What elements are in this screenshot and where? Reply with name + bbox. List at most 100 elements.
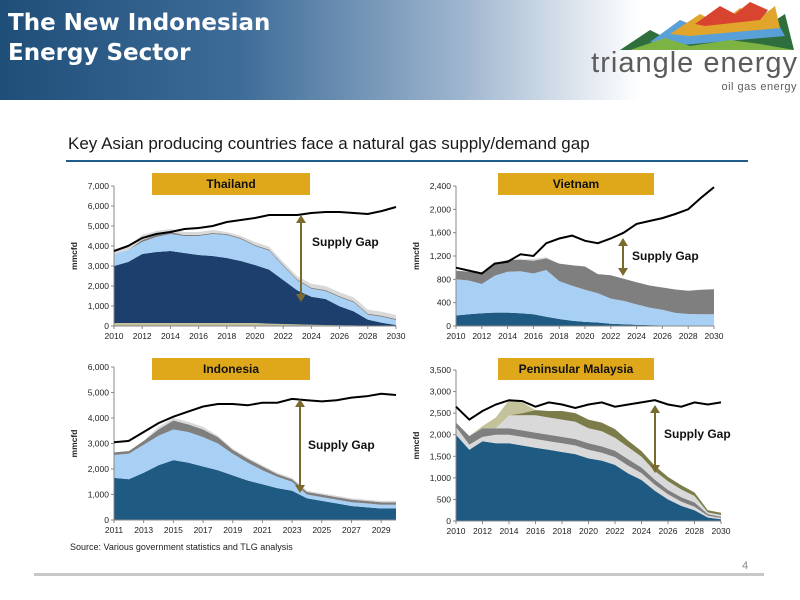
indonesia-y-axis-label: mmcfd [69,430,79,458]
peninsular-malaysia-x-tick-label: 2028 [685,526,704,536]
thailand-y-tick-label: 3,000 [88,261,110,271]
thailand-chart: 0 1,000 2,000 3,000 4,000 5,000 6,000 7,000 2010… [69,173,406,341]
indonesia-x-tick-label: 2021 [253,525,272,535]
vietnam-area-2 [456,258,714,315]
indonesia-supply-gap-label: Supply Gap [308,438,375,452]
peninsular-malaysia-y-tick-label: 2,000 [430,430,452,440]
thailand-y-tick-label: 5,000 [88,221,110,231]
peninsular-malaysia-y-tick-label: 3,500 [430,365,452,375]
peninsular-malaysia-title: Peninsular Malaysia [519,362,634,376]
vietnam-x-tick-label: 2020 [576,331,595,341]
thailand-x-tick-label: 2024 [302,331,321,341]
indonesia-x-tick-label: 2019 [223,525,242,535]
vietnam-x-tick-label: 2022 [601,331,620,341]
vietnam-x-tick-label: 2012 [472,331,491,341]
vietnam-x-tick-label: 2010 [447,331,466,341]
thailand-x-tick-label: 2012 [133,331,152,341]
indonesia-x-tick-label: 2013 [134,525,153,535]
thailand-area-1 [114,251,396,326]
page-number: 4 [742,560,749,572]
thailand-y-tick-label: 1,000 [88,301,110,311]
vietnam-area-0 [456,312,714,326]
vietnam-x-tick-label: 2016 [524,331,543,341]
peninsular-malaysia-area-0 [456,434,721,521]
indonesia-x-tick-label: 2015 [164,525,183,535]
vietnam-y-tick-label: 0 [446,321,451,331]
slide-subtitle: Key Asian producing countries face a nat… [68,134,590,153]
thailand-gap-arrow-head-top [296,215,306,223]
logo-wordmark: triangle energy [591,47,798,79]
thailand-x-tick-label: 2026 [330,331,349,341]
subtitle-divider [66,160,748,162]
slide-title-line2: Energy Sector [8,40,191,66]
vietnam-title-box [498,173,654,195]
peninsular-malaysia-y-tick-label: 0 [446,516,451,526]
indonesia-x-tick-label: 2029 [372,525,391,535]
thailand-y-tick-label: 7,000 [88,181,110,191]
indonesia-y-tick-label: 0 [104,515,109,525]
vietnam-x-tick-label: 2030 [705,331,724,341]
peninsular-malaysia-supply-gap-label: Supply Gap [664,427,731,441]
peninsular-malaysia-x-tick-label: 2026 [659,526,678,536]
thailand-x-tick-label: 2010 [105,331,124,341]
vietnam-gap-arrow-head-bottom [618,268,628,276]
vietnam-y-axis-label: mmcfd [411,242,421,270]
thailand-x-tick-label: 2022 [274,331,293,341]
logo-tagline: oil gas energy [721,81,797,93]
peninsular-malaysia-y-tick-label: 1,000 [430,473,452,483]
indonesia-demand-line [113,392,397,444]
thailand-x-tick-label: 2020 [246,331,265,341]
peninsular-malaysia-x-tick-label: 2016 [526,526,545,536]
peninsular-malaysia-x-tick-label: 2022 [606,526,625,536]
peninsular-malaysia-y-tick-label: 2,500 [430,408,452,418]
vietnam-y-tick-label: 400 [437,298,451,308]
indonesia-area-0 [114,460,396,520]
indonesia-title: Indonesia [203,362,259,376]
source-note: Source: Various government statistics an… [70,542,293,552]
peninsular-malaysia-x-tick-label: 2024 [632,526,651,536]
indonesia-area-1 [114,429,396,509]
peninsular-malaysia-x-tick-label: 2018 [553,526,572,536]
peninsular-malaysia-x-tick-label: 2010 [447,526,466,536]
thailand-x-tick-label: 2028 [358,331,377,341]
peninsular-malaysia-x-tick-label: 2020 [579,526,598,536]
indonesia-y-tick-label: 2,000 [88,464,110,474]
vietnam-x-tick-label: 2018 [550,331,569,341]
indonesia-title-box [152,358,310,380]
indonesia-chart: 0 1,000 2,000 3,000 4,000 5,000 6,000 2011 2013 2… [69,358,397,535]
indonesia-x-tick-label: 2023 [283,525,302,535]
peninsular-malaysia-y-tick-label: 500 [437,494,451,504]
vietnam-y-tick-label: 2,400 [430,181,452,191]
thailand-y-axis-label: mmcfd [69,242,79,270]
indonesia-y-tick-label: 3,000 [88,439,110,449]
vietnam-area-1 [456,270,714,326]
vietnam-demand-line [455,186,715,275]
peninsular-malaysia-chart: 0 500 1,000 1,500 2,000 2,500 3,000 3,500 2010 20… [411,358,731,536]
thailand-gap-arrow-head-bottom [296,294,306,302]
indonesia-gap-arrow-head-bottom [295,485,305,493]
peninsular-malaysia-area-1 [456,426,721,520]
indonesia-y-tick-label: 1,000 [88,490,110,500]
peninsular-malaysia-area-3 [456,415,721,517]
footer-divider [34,573,764,576]
vietnam-y-tick-label: 1,600 [430,228,452,238]
indonesia-y-tick-label: 6,000 [88,362,110,372]
peninsular-malaysia-y-tick-label: 3,000 [430,387,452,397]
thailand-x-tick-label: 2018 [217,331,236,341]
vietnam-y-tick-label: 1,200 [430,251,452,261]
thailand-area-0 [114,323,396,326]
indonesia-x-tick-label: 2017 [194,525,213,535]
vietnam-x-tick-label: 2028 [679,331,698,341]
thailand-area-2 [114,234,396,325]
peninsular-malaysia-demand-line [455,399,722,421]
peninsular-malaysia-x-tick-label: 2030 [712,526,731,536]
vietnam-title: Vietnam [553,177,599,191]
vietnam-supply-gap-label: Supply Gap [632,249,699,263]
thailand-y-tick-label: 0 [104,321,109,331]
peninsular-malaysia-title-box [498,358,654,380]
thailand-x-tick-label: 2016 [189,331,208,341]
indonesia-x-tick-label: 2011 [105,525,124,535]
peninsular-malaysia-x-tick-label: 2014 [500,526,519,536]
indonesia-x-tick-label: 2025 [312,525,331,535]
peninsular-malaysia-x-tick-label: 2012 [473,526,492,536]
